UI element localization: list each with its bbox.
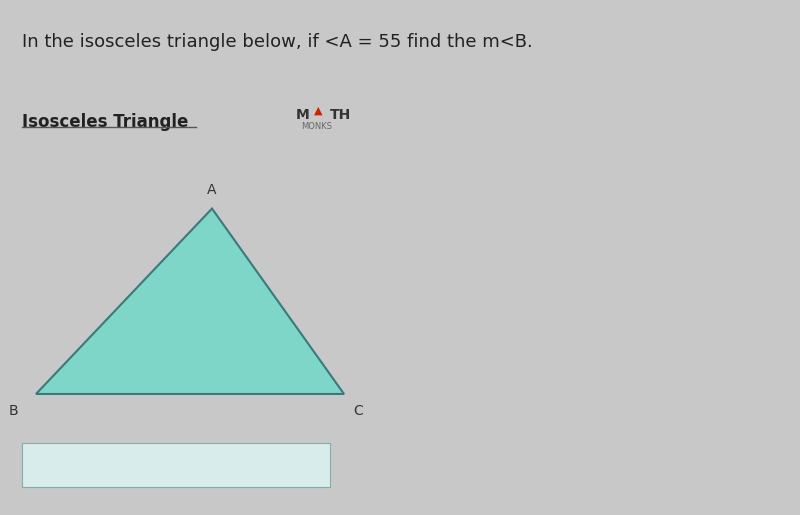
Text: Isosceles Triangle: Isosceles Triangle xyxy=(22,113,189,131)
Text: C: C xyxy=(354,404,363,418)
Text: In the isosceles triangle below, if <A = 55 find the m<B.: In the isosceles triangle below, if <A =… xyxy=(22,33,533,52)
Text: ▲: ▲ xyxy=(314,106,322,115)
Polygon shape xyxy=(36,209,344,394)
Text: MONKS: MONKS xyxy=(301,122,332,130)
Text: M: M xyxy=(296,108,310,122)
FancyBboxPatch shape xyxy=(22,443,330,487)
Text: TH: TH xyxy=(330,108,351,122)
Text: B: B xyxy=(9,404,18,418)
Text: A: A xyxy=(207,183,217,197)
